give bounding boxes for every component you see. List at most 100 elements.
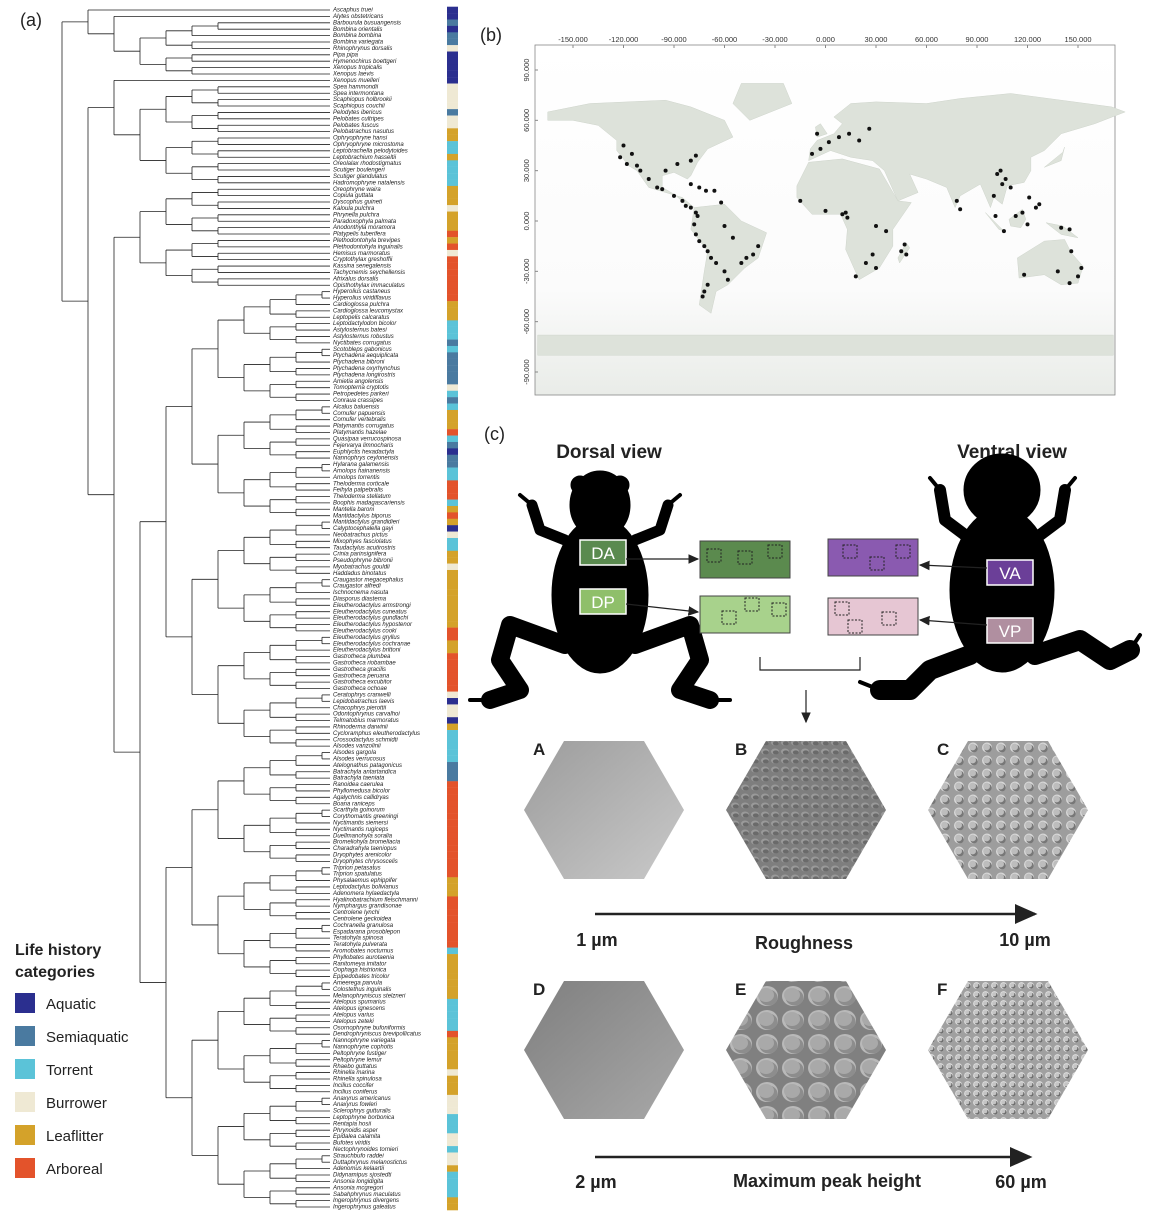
category-cell [447,909,458,916]
species-name: Anodonthyla moramora [332,225,396,231]
sample-letter: C [937,740,949,759]
scale-labels: 1 µm Roughness 10 µm 2 µm Maximum peak h… [575,930,1050,1192]
species-name: Craugastor alfredi [333,584,381,590]
sample-site [1033,205,1038,210]
species-name: Nannophryne cophotis [333,1045,393,1051]
legend-label: Torrent [46,1062,94,1079]
species-name: Ingerophrynus galeatus [333,1205,396,1211]
view-title: Dorsal view [556,442,662,463]
category-cell [447,589,458,596]
sample-site [991,193,996,198]
species-name: Scaphiopus couchii [333,104,385,110]
category-cell [447,173,458,180]
sample-site [624,161,629,166]
surface-hexagon [928,981,1088,1119]
category-cell [447,537,458,545]
y-tick-label: 60.000 [522,109,531,132]
category-cell [447,1082,458,1089]
x-tick-label: -60.000 [712,35,737,44]
species-name: Nannophryne variegata [333,1038,396,1044]
species-name: Eleutherodactylus cuneatus [333,609,407,615]
legend-swatch [15,1026,35,1046]
category-cell [447,19,458,27]
species-name: Peltophryne fustiger [333,1051,387,1057]
x-tick-label: 60.000 [915,35,938,44]
species-name: Diasporus diastema [333,596,387,602]
category-cell [447,371,458,379]
species-name: Alytes obstetricans [332,14,383,20]
species-name: Atelopus zeteki [332,1019,374,1025]
species-name: Conraua crassipes [333,398,383,404]
species-name: Alsodes vanzolinii [332,744,381,750]
category-cell [447,422,458,430]
category-cell [447,1075,458,1083]
category-cell [447,294,458,302]
category-cell [447,1037,458,1044]
category-cell [447,1107,458,1115]
category-cell [447,966,458,974]
sample-site [638,168,643,173]
x-tick-label: -150.000 [558,35,588,44]
species-name: Euphlyctis hexadactyla [333,449,395,455]
category-cell [447,1005,458,1012]
category-cell [447,416,458,423]
sample-site [634,163,639,168]
species-name: Gastrotheca plumbea [333,654,391,660]
category-cell [447,1152,458,1160]
species-name: Espadarana prosoblepon [333,929,401,935]
species-name: Ophryophryne hansi [333,136,388,142]
category-cell [447,922,458,929]
region-label: DP [591,593,615,612]
panel-label: (c) [484,424,505,444]
category-cell [447,614,458,622]
species-name: Copiula guttata [333,193,374,199]
category-cell [447,979,458,987]
landmass [690,203,767,314]
landmass [547,99,734,208]
category-cell [447,870,458,878]
species-name: Cryptothylax greshoffii [333,257,393,263]
region-boxes [579,538,1038,1167]
sample-site [958,207,963,212]
sample-site [1079,265,1084,270]
category-cell [447,582,458,590]
sample-site [798,198,803,203]
sample-site [818,146,823,151]
sample-site [1067,227,1072,232]
category-cell [447,1158,458,1166]
species-name: Ascaphus truei [332,8,373,14]
category-cell [447,397,458,404]
category-cell [447,1024,458,1032]
category-cell [447,915,458,923]
species-name: Dryophytes arenicolor [333,853,392,859]
category-cell [447,672,458,680]
species-name: Pseudophryne bibronii [333,558,393,564]
category-cell [447,666,458,673]
category-cell [447,954,458,961]
legend-label: Semiaquatic [46,1029,129,1046]
species-name: Feihyla palpebralis [333,488,383,494]
species-name: Scarthyla goinorum [333,808,385,814]
category-cell [447,198,458,206]
category-cell [447,1171,458,1179]
species-name: Tachycnemis seychellensis [333,270,405,276]
sample-site [902,242,907,247]
category-cell [447,518,458,526]
sample-site [692,222,697,227]
category-cell [447,121,458,129]
category-cell [447,486,458,494]
species-name: Platymantis hazelae [333,430,387,436]
species-name: Odontophrynus carvalhoi [333,712,400,718]
sample-site [1025,222,1030,227]
sample-site [702,289,707,294]
species-name: Leptobrachium hasseltii [333,155,397,161]
category-cell [447,256,458,263]
category-cell [447,659,458,667]
category-cell [447,454,458,462]
category-cell [447,653,458,660]
sample-site [995,172,1000,177]
species-name: Ansonia longidigita [332,1179,384,1185]
species-name: Atelopus varius [332,1013,374,1019]
category-cell [447,928,458,936]
category-cell [447,1056,458,1064]
